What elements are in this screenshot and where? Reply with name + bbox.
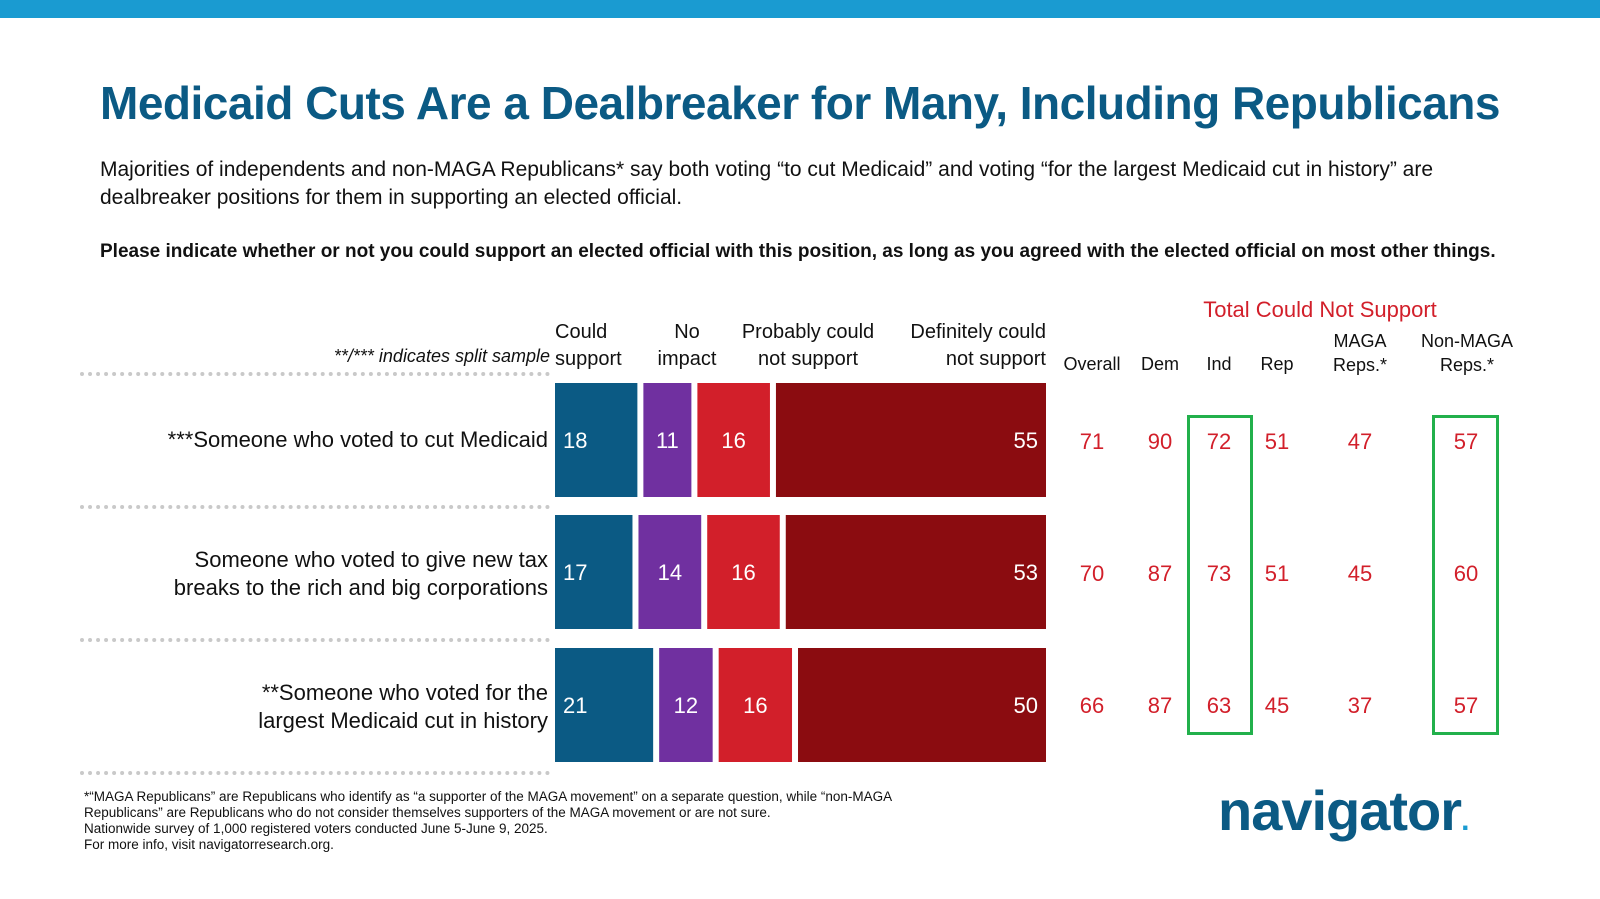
- bar-probably-not: [718, 648, 793, 762]
- column-header-ind: Ind: [1206, 354, 1232, 374]
- bar-value-label: 21: [563, 693, 587, 718]
- footnote-line: *“MAGA Republicans” are Republicans who …: [84, 789, 893, 804]
- footnote-line: For more info, visit navigatorresearch.o…: [84, 837, 334, 852]
- separator: [80, 771, 550, 775]
- footnotes: *“MAGA Republicans” are Republicans who …: [84, 789, 1044, 853]
- table-value: 70: [1080, 561, 1104, 586]
- bar-value-label: 18: [563, 428, 587, 453]
- highlight-box-non-maga: [1432, 415, 1499, 735]
- table-value: 57: [1454, 693, 1478, 718]
- table-value: 72: [1207, 429, 1231, 454]
- table-value: 63: [1207, 693, 1231, 718]
- split-sample-note: **/*** indicates split sample: [333, 346, 550, 366]
- footnote-line: Nationwide survey of 1,000 registered vo…: [84, 821, 548, 836]
- bar-definitely-not: [775, 383, 1046, 497]
- table-value: 47: [1348, 429, 1372, 454]
- bar-no-impact: [638, 515, 702, 629]
- column-header-non-maga-reps: Non-MAGA Reps.*: [1420, 331, 1514, 375]
- separator: [80, 372, 550, 376]
- table-value: 51: [1265, 561, 1289, 586]
- table-value: 90: [1148, 429, 1172, 454]
- separator: [80, 505, 550, 509]
- total-could-not-support-header: Total Could Not Support: [1203, 297, 1437, 322]
- bar-value-label: 11: [656, 428, 679, 453]
- table-value: 87: [1148, 693, 1172, 718]
- column-header-dem: Dem: [1140, 354, 1179, 374]
- page-title: Medicaid Cuts Are a Dealbreaker for Many…: [100, 77, 1500, 129]
- navigator-logo: navigator.: [1218, 779, 1469, 842]
- bar-value-label: 16: [743, 693, 767, 718]
- separator: [80, 638, 550, 642]
- bar-no-impact: [643, 383, 692, 497]
- table-value: 45: [1265, 693, 1289, 718]
- legend-probably-not: Probably could not support: [741, 321, 875, 370]
- column-header-overall: Overall: [1063, 354, 1121, 374]
- table-value: 45: [1348, 561, 1372, 586]
- legend-no-impact: No impact: [657, 321, 717, 370]
- bar-definitely-not: [798, 648, 1046, 762]
- bar-definitely-not: [785, 515, 1046, 629]
- highlight-box-ind: [1187, 415, 1253, 735]
- legend-definitely-not: Definitely could not support: [910, 321, 1046, 370]
- table-value: 37: [1348, 693, 1372, 718]
- table-value: 60: [1454, 561, 1478, 586]
- row-label-tax-breaks: Someone who voted to give new tax breaks …: [173, 547, 548, 600]
- table-value: 66: [1080, 693, 1104, 718]
- table-value: 51: [1265, 429, 1289, 454]
- top-accent-bar: [0, 0, 1600, 18]
- bar-probably-not: [697, 383, 770, 497]
- bar-could-support: [555, 648, 654, 762]
- bar-probably-not: [707, 515, 780, 629]
- table-value: 71: [1080, 429, 1104, 454]
- row-label-cut-medicaid: ***Someone who voted to cut Medicaid: [167, 427, 548, 452]
- bar-could-support: [555, 383, 638, 497]
- footnote-line: Republicans” are Republicans who do not …: [84, 805, 771, 820]
- bar-value-label: 12: [674, 693, 698, 718]
- bar-value-label: 53: [1014, 560, 1038, 585]
- bar-value-label: 55: [1014, 428, 1038, 453]
- row-label-largest-cut: **Someone who voted for the largest Medic…: [258, 680, 548, 733]
- bar-no-impact: [659, 648, 713, 762]
- bar-value-label: 14: [658, 560, 682, 585]
- subtitle: Majorities of independents and non-MAGA …: [100, 158, 1434, 209]
- bar-value-label: 16: [731, 560, 755, 585]
- bar-value-label: 17: [563, 560, 587, 585]
- column-header-maga-reps: MAGA Reps.*: [1332, 331, 1388, 375]
- column-header-rep: Rep: [1260, 354, 1294, 374]
- table-value: 87: [1148, 561, 1172, 586]
- table-value: 57: [1454, 429, 1478, 454]
- bar-value-label: 50: [1014, 693, 1038, 718]
- survey-question: Please indicate whether or not you could…: [100, 241, 1496, 262]
- table-value: 73: [1207, 561, 1231, 586]
- legend-could-support: Could support: [555, 321, 622, 370]
- bar-could-support: [555, 515, 633, 629]
- bar-value-label: 16: [721, 428, 745, 453]
